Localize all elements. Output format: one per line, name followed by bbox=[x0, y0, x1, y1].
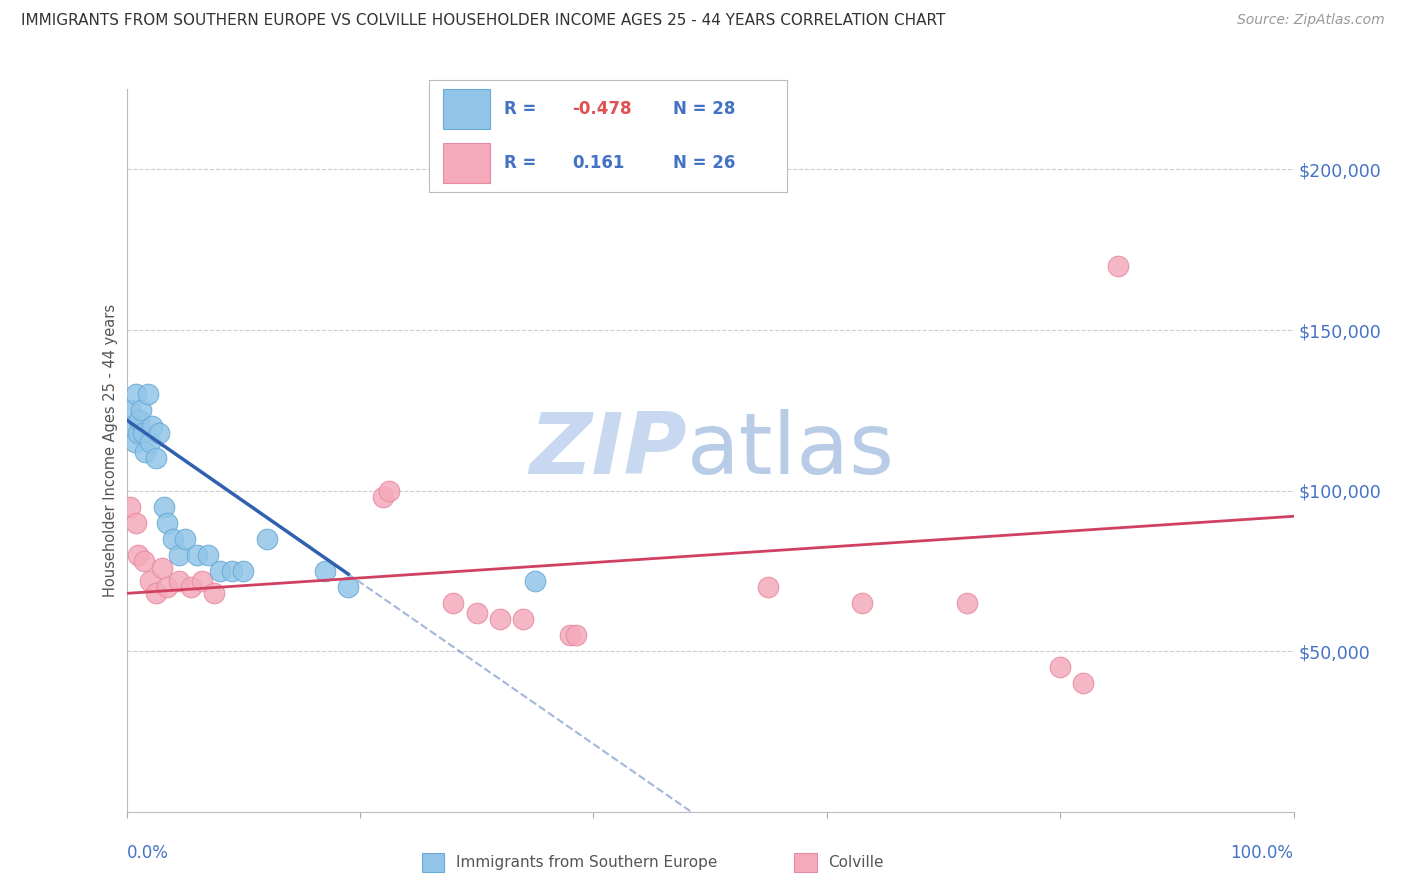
Point bbox=[156, 580, 179, 594]
Point bbox=[139, 574, 162, 588]
Point bbox=[145, 451, 167, 466]
FancyBboxPatch shape bbox=[443, 89, 489, 129]
Point bbox=[136, 387, 159, 401]
Point bbox=[337, 580, 360, 594]
Point bbox=[153, 500, 176, 514]
Point bbox=[197, 548, 219, 562]
Point bbox=[148, 425, 170, 440]
Text: N = 28: N = 28 bbox=[672, 100, 735, 119]
Y-axis label: Householder Income Ages 25 - 44 years: Householder Income Ages 25 - 44 years bbox=[103, 304, 118, 597]
Text: 0.161: 0.161 bbox=[572, 153, 624, 172]
Point bbox=[524, 574, 547, 588]
Point bbox=[1073, 676, 1095, 690]
Point bbox=[125, 516, 148, 530]
Point bbox=[465, 606, 488, 620]
Point bbox=[132, 425, 155, 440]
Text: 0.0%: 0.0% bbox=[127, 844, 169, 863]
Text: atlas: atlas bbox=[686, 409, 894, 492]
Text: R =: R = bbox=[505, 153, 548, 172]
Point bbox=[1108, 259, 1130, 273]
Point bbox=[118, 403, 141, 417]
Point bbox=[202, 586, 225, 600]
Point bbox=[156, 516, 179, 530]
Point bbox=[118, 500, 141, 514]
Point bbox=[127, 548, 149, 562]
Point bbox=[378, 483, 401, 498]
Point bbox=[186, 548, 208, 562]
Text: -0.478: -0.478 bbox=[572, 100, 631, 119]
Point bbox=[956, 596, 979, 610]
Point bbox=[150, 560, 173, 574]
Text: R =: R = bbox=[505, 100, 543, 119]
Point bbox=[221, 564, 243, 578]
Point bbox=[232, 564, 254, 578]
FancyBboxPatch shape bbox=[443, 143, 489, 183]
Point bbox=[162, 532, 184, 546]
Point bbox=[256, 532, 278, 546]
Point bbox=[558, 628, 581, 642]
Point bbox=[489, 612, 512, 626]
Point bbox=[512, 612, 534, 626]
Point bbox=[139, 435, 162, 450]
Point bbox=[125, 387, 148, 401]
Point bbox=[174, 532, 197, 546]
Point bbox=[441, 596, 464, 610]
Point bbox=[127, 425, 149, 440]
Text: 100.0%: 100.0% bbox=[1230, 844, 1294, 863]
Point bbox=[208, 564, 231, 578]
Point bbox=[191, 574, 214, 588]
Point bbox=[141, 419, 163, 434]
Text: IMMIGRANTS FROM SOUTHERN EUROPE VS COLVILLE HOUSEHOLDER INCOME AGES 25 - 44 YEAR: IMMIGRANTS FROM SOUTHERN EUROPE VS COLVI… bbox=[21, 13, 945, 29]
Point bbox=[145, 586, 167, 600]
Text: Colville: Colville bbox=[828, 855, 883, 870]
Point bbox=[565, 628, 588, 642]
Text: ZIP: ZIP bbox=[529, 409, 686, 492]
Point bbox=[373, 490, 395, 504]
Point bbox=[121, 419, 143, 434]
Point bbox=[132, 554, 155, 568]
Point bbox=[1049, 660, 1071, 674]
Point bbox=[167, 574, 190, 588]
Point bbox=[124, 435, 146, 450]
Point bbox=[128, 413, 150, 427]
Text: N = 26: N = 26 bbox=[672, 153, 735, 172]
Point bbox=[167, 548, 190, 562]
Point bbox=[756, 580, 779, 594]
Point bbox=[134, 445, 156, 459]
Text: Immigrants from Southern Europe: Immigrants from Southern Europe bbox=[456, 855, 717, 870]
Point bbox=[129, 403, 152, 417]
Point bbox=[314, 564, 336, 578]
Text: Source: ZipAtlas.com: Source: ZipAtlas.com bbox=[1237, 13, 1385, 28]
Point bbox=[180, 580, 202, 594]
Point bbox=[851, 596, 873, 610]
